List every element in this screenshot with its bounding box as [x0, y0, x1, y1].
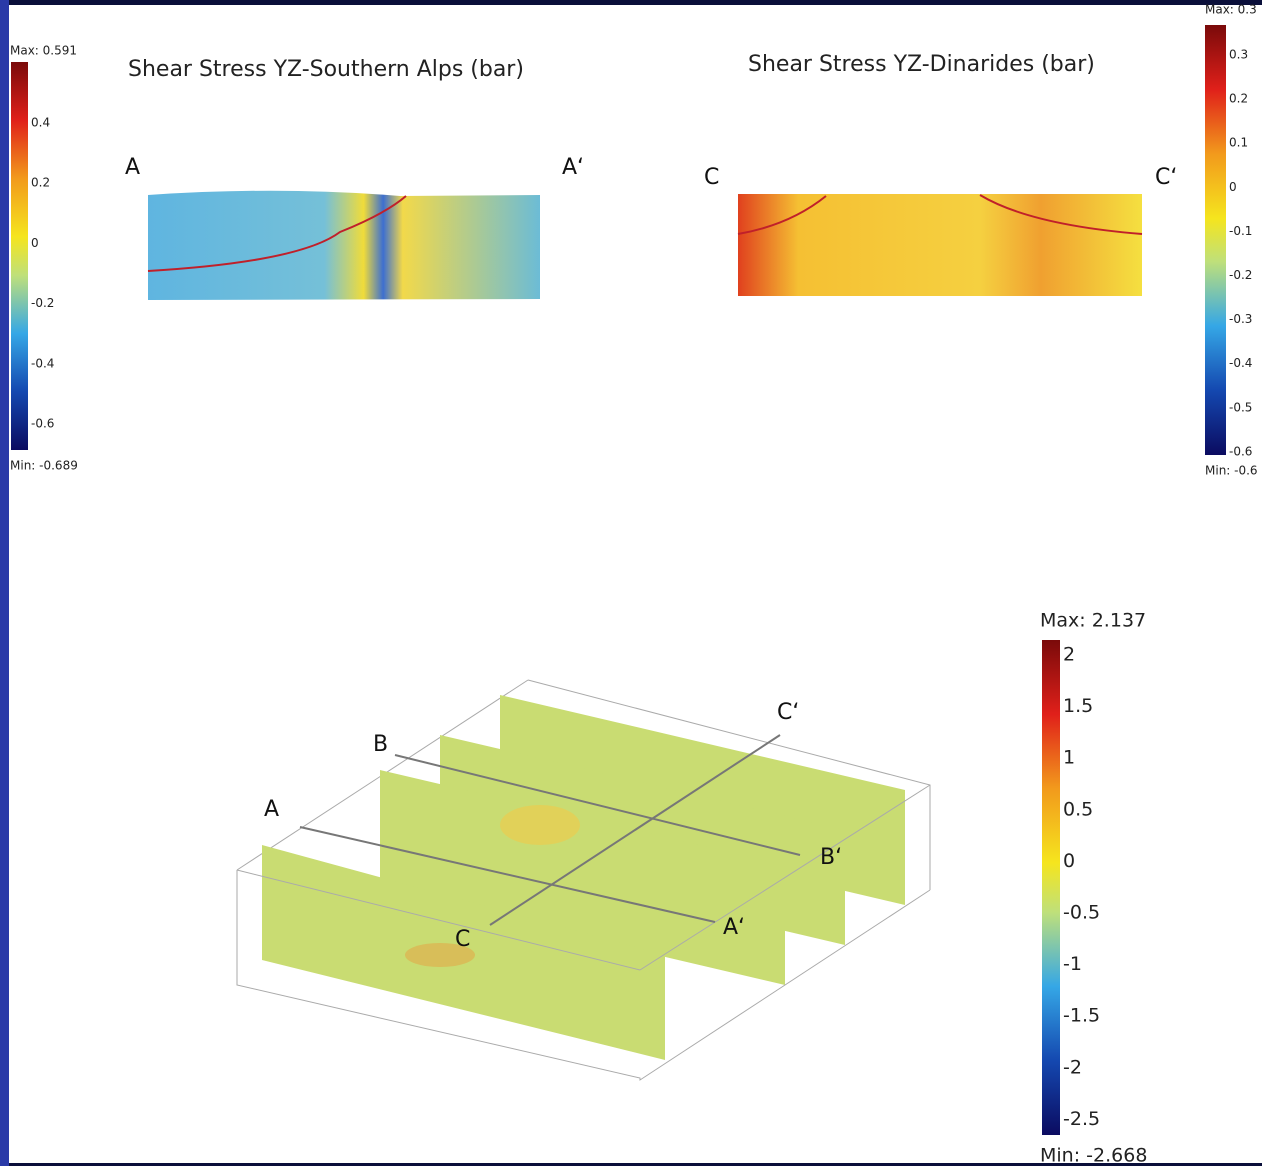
- colorbar-tick-label: -1: [1063, 953, 1082, 975]
- colorbar-tick-label: -0.6: [31, 417, 54, 431]
- colorbar: [11, 62, 28, 450]
- colorbar-tick-label: -0.5: [1229, 400, 1252, 414]
- section-image: [148, 191, 540, 300]
- colorbar-tick-label: 2: [1063, 644, 1075, 666]
- colorbar-max: Max: 0.591: [10, 44, 77, 58]
- colorbar-min: Min: -0.6: [1205, 464, 1258, 478]
- section-label: B‘: [820, 845, 842, 870]
- colorbar-tick-label: 0.1: [1229, 136, 1248, 150]
- colorbar-tick-label: -0.4: [1229, 356, 1252, 370]
- colorbar-tick-label: 0.3: [1229, 48, 1248, 62]
- colorbar: [1205, 25, 1226, 455]
- side-stripe: [0, 0, 9, 1166]
- colorbar-tick-label: 0: [1063, 850, 1075, 872]
- colorbar-tick-label: -2: [1063, 1056, 1082, 1078]
- panel-title: Shear Stress YZ-Dinarides (bar): [748, 52, 1095, 77]
- section-image: [738, 194, 1142, 296]
- colorbar: [1042, 640, 1060, 1135]
- section-label: A‘: [723, 915, 745, 940]
- colorbar-tick-label: -0.2: [1229, 268, 1252, 282]
- colorbar-tick-label: -0.2: [31, 296, 54, 310]
- colorbar-tick-label: 0: [1229, 180, 1237, 194]
- colorbar-tick-label: 0: [31, 236, 39, 250]
- section-label: A‘: [562, 155, 584, 180]
- colorbar-tick-label: -0.3: [1229, 312, 1252, 326]
- colorbar-tick-label: -0.1: [1229, 224, 1252, 238]
- colorbar-max: Max: 0.3: [1205, 3, 1257, 17]
- colorbar-max: Max: 2.137: [1040, 610, 1146, 632]
- section-label: C: [455, 927, 470, 952]
- colorbar-tick-label: -0.4: [31, 356, 54, 370]
- colorbar-tick-label: 1.5: [1063, 695, 1093, 717]
- slide: Max: 0.591 Min: -0.689 Shear Stress YZ-S…: [0, 0, 1262, 1166]
- section-label: C‘: [1155, 165, 1177, 190]
- colorbar-tick-label: 1: [1063, 747, 1075, 769]
- section-label: C‘: [777, 700, 799, 725]
- colorbar-tick-label: 0.4: [31, 116, 50, 130]
- colorbar-tick-label: 0.2: [31, 176, 50, 190]
- colorbar-tick-label: -0.6: [1229, 444, 1252, 458]
- colorbar-tick-label: 0.2: [1229, 92, 1248, 106]
- section-label: A: [264, 797, 279, 822]
- colorbar-tick-label: -0.5: [1063, 902, 1100, 924]
- colorbar-min: Min: -0.689: [10, 459, 78, 473]
- section-label: C: [704, 165, 719, 190]
- colorbar-tick-label: 0.5: [1063, 798, 1093, 820]
- colorbar-tick-label: -2.5: [1063, 1108, 1100, 1130]
- section-label: A: [125, 155, 140, 180]
- section-label: B: [373, 732, 388, 757]
- panel-title: Shear Stress YZ-Southern Alps (bar): [128, 57, 524, 82]
- colorbar-tick-label: -1.5: [1063, 1005, 1100, 1027]
- colorbar-min: Min: -2.668: [1040, 1145, 1147, 1166]
